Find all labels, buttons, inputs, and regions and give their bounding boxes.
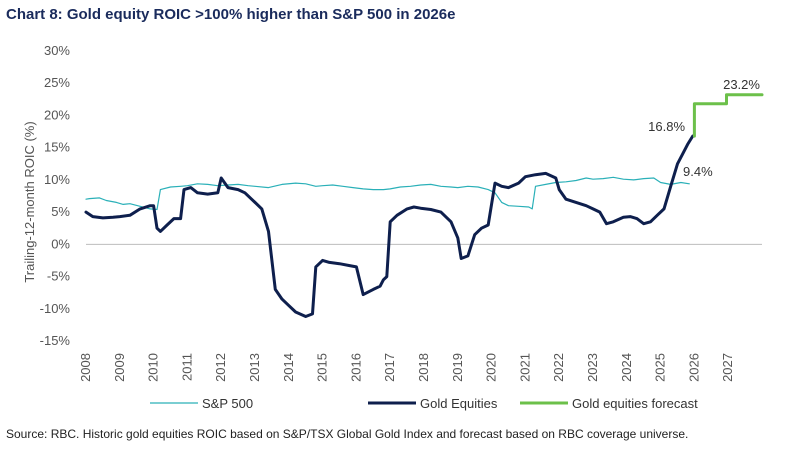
- x-tick-label: 2010: [146, 353, 161, 382]
- data-label: 23.2%: [723, 77, 760, 92]
- y-axis-title: Trailing-12-month ROIC (%): [22, 121, 37, 282]
- y-tick-label: 20%: [44, 107, 70, 122]
- x-tick-label: 2021: [517, 353, 532, 382]
- y-tick-label: 15%: [44, 140, 70, 155]
- x-tick-label: 2020: [484, 353, 499, 382]
- y-tick-label: -10%: [40, 301, 71, 316]
- x-tick-label: 2026: [686, 353, 701, 382]
- legend-label: S&P 500: [202, 396, 253, 411]
- y-tick-label: 0%: [51, 236, 70, 251]
- y-tick-label: -5%: [47, 269, 71, 284]
- series-line-gold-equities: [84, 134, 695, 318]
- x-tick-label: 2019: [450, 353, 465, 382]
- y-tick-label: 30%: [44, 43, 70, 58]
- chart-title: Chart 8: Gold equity ROIC >100% higher t…: [6, 6, 456, 23]
- x-tick-label: 2027: [720, 353, 735, 382]
- y-tick-label: -15%: [40, 333, 71, 348]
- legend: S&P 500 Gold Equities Gold equities foreca…: [150, 396, 698, 411]
- data-label: 16.8%: [648, 119, 685, 134]
- series-line-gold-equities-forecast: [692, 93, 764, 138]
- x-tick-label: 2023: [585, 353, 600, 382]
- x-tick-label: 2024: [619, 353, 634, 382]
- series-line-s-p-500: [85, 176, 690, 211]
- x-tick-label: 2022: [551, 353, 566, 382]
- source-note: Source: RBC. Historic gold equities ROIC…: [6, 427, 689, 441]
- legend-label: Gold equities forecast: [572, 396, 698, 411]
- y-tick-label: 25%: [44, 75, 70, 90]
- x-tick-label: 2025: [653, 353, 668, 382]
- y-tick-label: 10%: [44, 172, 70, 187]
- x-tick-label: 2008: [78, 353, 93, 382]
- x-tick-label: 2009: [112, 353, 127, 382]
- x-tick-label: 2011: [179, 353, 194, 381]
- x-tick-label: 2013: [247, 353, 262, 382]
- x-tick-label: 2014: [281, 353, 296, 382]
- x-tick-label: 2016: [348, 353, 363, 382]
- y-tick-label: 5%: [51, 204, 70, 219]
- x-axis: 2008 2009 2010 2011 2012 2013 2014 2015 2016 2017…: [78, 353, 735, 382]
- legend-label: Gold Equities: [420, 396, 498, 411]
- data-label: 9.4%: [683, 164, 713, 179]
- x-tick-label: 2012: [213, 353, 228, 382]
- x-tick-label: 2018: [416, 353, 431, 382]
- annotation-layer: 16.8% 9.4% 23.2%: [648, 77, 760, 179]
- x-tick-label: 2015: [315, 353, 330, 382]
- series-layer: [84, 93, 764, 318]
- x-tick-label: 2017: [382, 353, 397, 382]
- y-axis: -15% -10% -5% 0% 5% 10% 15% 20% 25% 30%: [40, 43, 71, 348]
